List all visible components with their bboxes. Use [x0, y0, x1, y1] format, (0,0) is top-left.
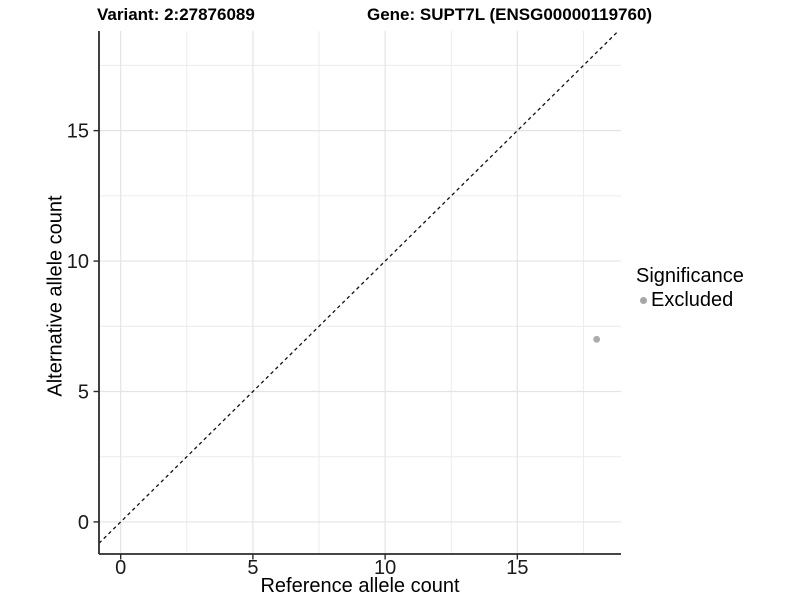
legend-title: Significance — [636, 265, 744, 287]
x-axis-title: Reference allele count — [260, 575, 460, 597]
x-tick-label: 10 — [374, 557, 396, 579]
x-tick-label: 15 — [506, 557, 528, 579]
y-tick-label: 10 — [67, 251, 89, 273]
y-tick-label: 15 — [67, 121, 89, 143]
x-tick-label: 0 — [115, 557, 126, 579]
y-tick-label: 0 — [78, 512, 89, 534]
legend-item-excluded: Excluded — [636, 289, 744, 311]
excluded-point-icon — [640, 296, 647, 304]
data-point — [593, 335, 601, 343]
y-axis-title: Alternative allele count — [44, 195, 67, 397]
plot-title-gene: Gene: SUPT7L (ENSG00000119760) — [367, 5, 653, 24]
legend-item-label: Excluded — [651, 289, 734, 311]
plot-title-variant: Variant: 2:27876089 — [97, 5, 255, 24]
x-tick-label: 5 — [247, 557, 258, 579]
y-tick-label: 5 — [78, 381, 89, 403]
legend: Significance Excluded — [636, 265, 744, 312]
identity-dashed-line — [98, 30, 619, 544]
